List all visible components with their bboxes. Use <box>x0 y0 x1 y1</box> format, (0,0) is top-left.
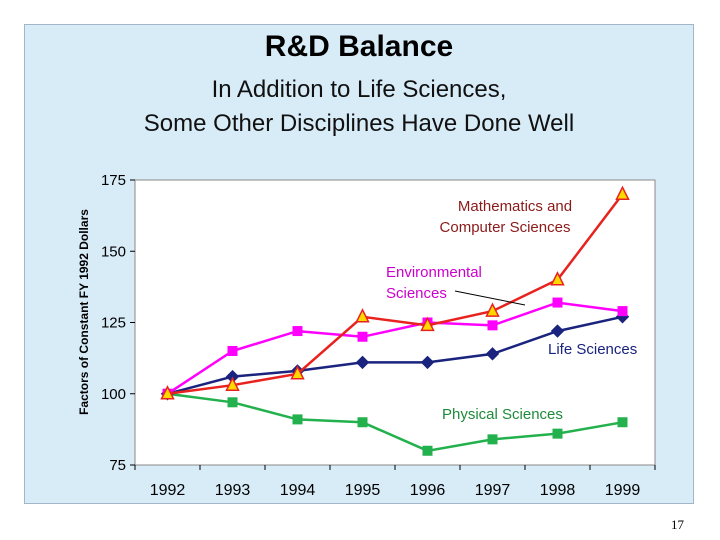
page-number: 17 <box>671 517 684 532</box>
y-tick-label: 100 <box>101 386 126 403</box>
series-line-0 <box>167 193 624 396</box>
data-point-square <box>552 297 563 308</box>
x-tick-label: 1999 <box>605 482 641 499</box>
data-point-square <box>227 346 238 356</box>
data-point-square <box>487 320 498 331</box>
data-point-square <box>227 397 238 408</box>
y-axis-label: Factors of Constant FY 1992 Dollars <box>77 209 91 415</box>
x-tick-label: 1994 <box>280 482 316 499</box>
data-point-square <box>292 414 303 425</box>
x-tick-label: 1995 <box>345 482 381 499</box>
y-tick-label: 125 <box>101 315 126 332</box>
data-point-square <box>357 417 368 428</box>
data-point-triangle <box>290 365 305 380</box>
series-label-math-line-1: Mathematics and <box>458 198 572 215</box>
y-tick-label: 175 <box>101 172 126 189</box>
x-tick-label: 1992 <box>150 482 186 499</box>
data-point-triangle <box>485 302 500 317</box>
series-line-1 <box>166 301 623 395</box>
series-label-life: Life Sciences <box>548 341 637 358</box>
env-label-leader-line <box>454 290 526 306</box>
data-point-triangle <box>225 376 240 391</box>
data-point-triangle <box>355 308 370 323</box>
x-tick-label: 1998 <box>540 482 576 499</box>
data-point-triangle <box>160 385 175 400</box>
series-line-2 <box>167 315 623 396</box>
data-point-triangle <box>550 271 565 286</box>
data-point-square <box>552 428 563 439</box>
series-line-3 <box>167 392 623 453</box>
data-point-triangle <box>615 185 630 200</box>
x-tick-label: 1993 <box>215 482 251 499</box>
data-point-triangle <box>420 316 435 332</box>
y-tick-label: 150 <box>101 243 126 260</box>
chart-subtitle-line-1: In Addition to Life Sciences, <box>211 76 507 103</box>
data-point-square <box>292 326 303 337</box>
series-label-math-line-2: Computer Sciences <box>440 219 571 236</box>
data-point-square <box>617 417 628 428</box>
chart-subtitle-line-2: Some Other Disciplines Have Done Well <box>143 110 575 137</box>
series-label-env-line-1: Environmental <box>386 264 482 281</box>
chart-title: R&D Balance <box>264 30 454 63</box>
data-point-square <box>422 445 433 456</box>
data-point-square <box>487 434 498 445</box>
y-tick-label: 75 <box>109 457 126 474</box>
series-label-env-line-2: Sciences <box>386 285 447 302</box>
data-point-diamond <box>550 324 565 338</box>
data-point-diamond <box>355 355 370 370</box>
series-label-physical: Physical Sciences <box>442 406 563 423</box>
plot-area <box>134 179 656 466</box>
x-tick-label: 1997 <box>475 482 511 499</box>
data-point-square <box>617 306 628 317</box>
data-point-diamond <box>420 355 435 370</box>
x-tick-label: 1996 <box>410 482 446 499</box>
data-point-diamond <box>485 347 500 361</box>
data-point-square <box>357 331 368 342</box>
